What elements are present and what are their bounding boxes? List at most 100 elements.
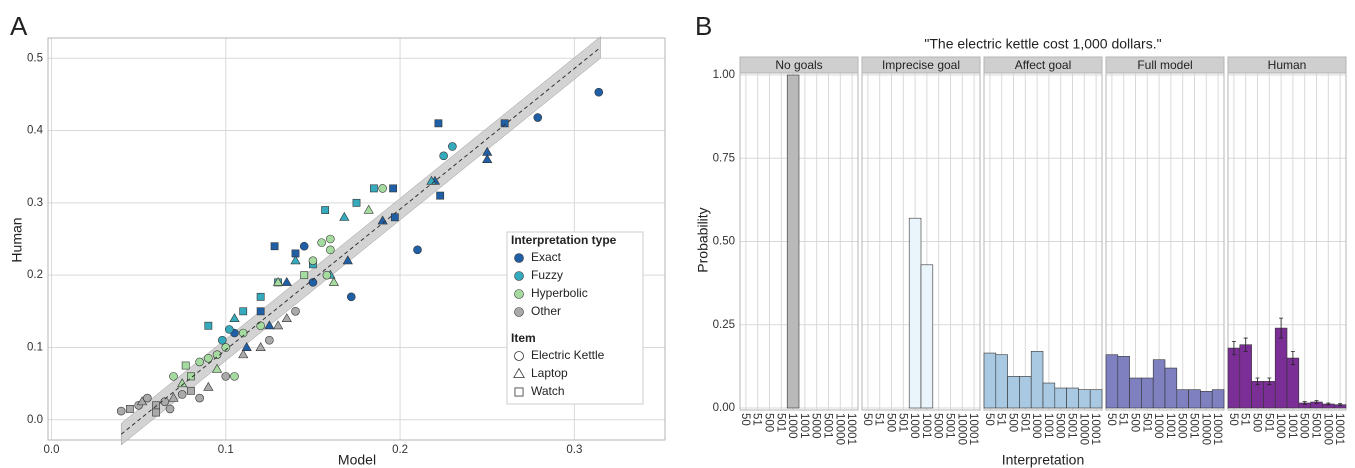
point [328,276,339,286]
bar [1200,391,1213,409]
x-axis-label: Model [338,452,376,468]
point [204,353,213,363]
point [326,245,335,255]
bar [1042,382,1056,409]
x-tick-label: 500 [1128,413,1140,432]
legend-swatch [513,367,525,379]
facet-label: No goals [775,58,822,72]
chart-title: "The electric kettle cost 1,000 dollars.… [924,36,1161,52]
point [389,184,398,193]
x-tick-label: 10001 [1333,413,1345,445]
point [203,381,214,391]
y-tick-label: 0.2 [27,269,43,281]
point [272,320,284,330]
point [390,213,399,222]
point [169,372,178,381]
bar [1251,381,1264,409]
point [448,142,457,151]
error-bar [1279,317,1284,339]
x-tick-label: 1001 [1164,413,1176,439]
x-tick-label: 50 [861,413,873,426]
point [116,406,126,416]
point [143,393,152,403]
y-tick-label: 0.25 [713,319,735,331]
y-tick-label: 0.4 [27,125,44,137]
error-bar [1267,377,1272,386]
point [378,184,387,193]
facet-strip [861,56,981,74]
legend-box [506,231,644,405]
x-axis-label: Interpretation [1002,452,1085,468]
bar [1141,377,1154,409]
point [281,276,292,286]
point [126,405,134,413]
point [326,234,335,244]
y-axis-label: Human [9,217,25,262]
point [317,238,326,247]
x-tick-label: 50 [1105,413,1117,426]
y-tick-label: 0.3 [27,197,43,209]
point [339,211,350,221]
point [256,321,265,331]
point [272,276,284,286]
point [342,255,353,265]
x-tick-label: 51 [751,413,763,426]
point [264,320,275,330]
point [321,206,330,214]
legend-swatch [514,307,524,317]
x-tick-label: 0.0 [43,444,59,456]
fit-line [120,47,601,435]
x-tick-label: 5001 [1309,413,1321,439]
legend-label: Watch [531,384,565,398]
facet-label: Affect goal [1015,58,1071,72]
x-tick-label: 1001 [920,413,932,439]
x-tick-label: 1001 [1042,413,1054,439]
point [308,256,318,265]
point [230,372,239,381]
x-tick-label: 1000 [786,413,798,439]
point [181,361,190,370]
x-tick-label: 0.1 [218,444,234,456]
error-bar [1302,401,1307,405]
x-tick-label: 500 [1250,413,1262,432]
x-tick-label: 50 [739,413,751,426]
x-tick-label: 5001 [1187,413,1199,439]
point [594,87,604,97]
bar [786,74,800,409]
error-bar [1231,341,1236,356]
y-tick-label: 1.00 [713,69,735,81]
point [346,292,356,302]
point [152,401,160,410]
x-tick-label: 10000 [1199,413,1211,445]
bar [1117,356,1130,409]
point [187,372,195,381]
error-bar [1338,403,1343,407]
facet-strip [739,56,859,74]
point [221,343,231,352]
point [255,342,266,351]
error-bar [1255,377,1260,386]
x-tick-label: 0.3 [566,444,582,456]
bar [1089,389,1103,409]
point [256,307,265,316]
facet-strip [1105,56,1225,74]
y-axis-label: Probability [695,207,711,272]
bar [1007,376,1020,409]
x-tick-label: 1001 [798,413,810,439]
bar [1105,354,1119,409]
x-tick-label: 5001 [1065,413,1077,439]
point [533,113,543,122]
x-tick-label: 51 [1117,413,1129,426]
bar [1019,376,1032,409]
point [482,154,493,163]
point [211,363,223,373]
point [363,204,374,214]
bar [1152,359,1166,409]
bar [1030,351,1044,409]
x-tick-label: 51 [1239,413,1251,426]
facet-strip [1227,56,1347,74]
point [152,408,160,417]
point [212,350,222,359]
facet-strip [983,56,1103,74]
